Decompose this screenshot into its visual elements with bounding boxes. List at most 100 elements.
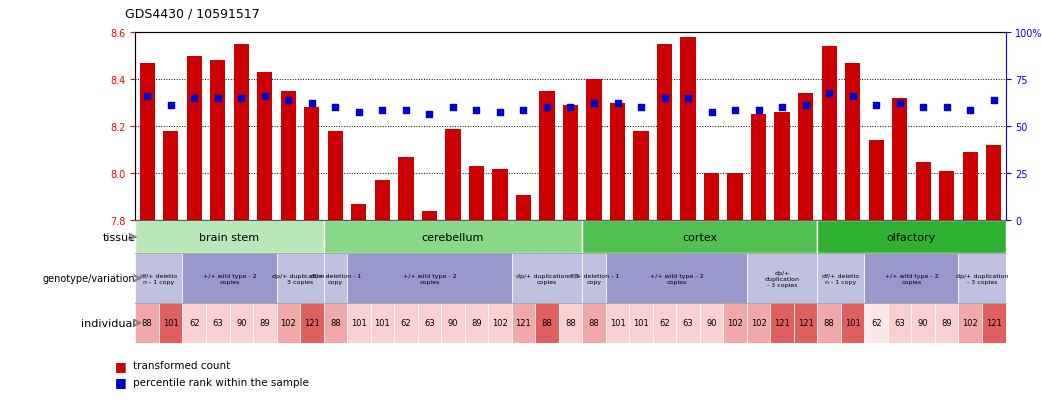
Bar — [418, 303, 441, 343]
Bar — [512, 254, 582, 303]
Bar — [276, 254, 324, 303]
Bar — [187, 57, 202, 221]
Bar — [959, 254, 1006, 303]
Bar — [798, 94, 814, 221]
Bar — [276, 303, 300, 343]
Bar — [257, 73, 272, 221]
Point — [139, 93, 155, 100]
Bar — [135, 254, 182, 303]
Point — [303, 100, 320, 107]
Point — [962, 107, 978, 114]
Text: 101: 101 — [845, 318, 861, 328]
Bar — [963, 153, 977, 221]
Bar — [747, 303, 770, 343]
Text: genotype/variation: genotype/variation — [43, 273, 135, 283]
Bar — [324, 221, 582, 254]
Bar — [347, 254, 512, 303]
Text: cortex: cortex — [683, 233, 717, 242]
Bar — [512, 303, 536, 343]
Bar — [375, 181, 390, 221]
Bar — [774, 113, 790, 221]
Text: 121: 121 — [516, 318, 531, 328]
Bar — [516, 195, 531, 221]
Bar — [398, 157, 414, 221]
Text: 88: 88 — [142, 318, 152, 328]
Bar — [582, 303, 605, 343]
Point — [750, 107, 767, 114]
Bar — [817, 303, 841, 343]
Text: 90: 90 — [237, 318, 247, 328]
Bar — [888, 303, 912, 343]
Text: +/+ wild type - 2
copies: +/+ wild type - 2 copies — [402, 273, 456, 284]
Bar — [164, 132, 178, 221]
Bar — [465, 303, 489, 343]
Point — [821, 91, 838, 97]
Point — [562, 105, 578, 112]
Text: 88: 88 — [542, 318, 552, 328]
Bar — [959, 303, 982, 343]
Text: 88: 88 — [824, 318, 835, 328]
Point — [280, 98, 297, 104]
Bar — [704, 174, 719, 221]
Point — [891, 100, 908, 107]
Bar — [869, 141, 884, 221]
Bar — [327, 132, 343, 221]
Bar — [939, 171, 954, 221]
Text: df/+ deletion - 1
copy: df/+ deletion - 1 copy — [568, 273, 620, 284]
Text: individual: individual — [81, 318, 135, 328]
Bar — [680, 38, 696, 221]
Point — [844, 93, 861, 100]
Text: 101: 101 — [634, 318, 649, 328]
Text: transformed count: transformed count — [133, 361, 230, 370]
Bar — [652, 303, 676, 343]
Bar — [865, 254, 959, 303]
Bar — [324, 254, 347, 303]
Text: +/+ wild type - 2
copies: +/+ wild type - 2 copies — [885, 273, 938, 284]
Point — [492, 109, 508, 116]
Text: 88: 88 — [589, 318, 599, 328]
Text: 102: 102 — [492, 318, 507, 328]
Text: 121: 121 — [774, 318, 790, 328]
Bar — [700, 303, 723, 343]
Point — [468, 107, 485, 114]
Text: df/+ deletion - 1
copy: df/+ deletion - 1 copy — [309, 273, 361, 284]
Text: 121: 121 — [798, 318, 814, 328]
Point — [726, 107, 743, 114]
Bar — [605, 303, 629, 343]
Text: 63: 63 — [894, 318, 905, 328]
Point — [632, 105, 649, 112]
Point — [398, 107, 415, 114]
Bar — [253, 303, 276, 343]
Bar — [347, 303, 371, 343]
Bar — [159, 303, 182, 343]
Point — [350, 109, 367, 116]
Bar — [605, 254, 747, 303]
Point — [233, 95, 250, 102]
Text: +/+ wild type - 2
copies: +/+ wild type - 2 copies — [649, 273, 703, 284]
Bar — [629, 303, 652, 343]
Text: 102: 102 — [963, 318, 978, 328]
Point — [586, 100, 602, 107]
Text: brain stem: brain stem — [199, 233, 259, 242]
Bar — [304, 108, 320, 221]
Text: +/+ wild type - 2
copies: +/+ wild type - 2 copies — [203, 273, 256, 284]
Bar — [634, 132, 649, 221]
Text: olfactory: olfactory — [887, 233, 936, 242]
Text: 63: 63 — [213, 318, 223, 328]
Bar — [445, 129, 461, 221]
Bar — [845, 64, 861, 221]
Text: 102: 102 — [280, 318, 296, 328]
Bar — [559, 303, 582, 343]
Text: 90: 90 — [918, 318, 928, 328]
Point — [703, 109, 720, 116]
Text: 102: 102 — [750, 318, 767, 328]
Bar — [140, 64, 155, 221]
Bar — [841, 303, 865, 343]
Bar — [582, 221, 817, 254]
Bar — [610, 104, 625, 221]
Bar — [489, 303, 512, 343]
Bar — [982, 303, 1006, 343]
Bar — [751, 115, 766, 221]
Text: percentile rank within the sample: percentile rank within the sample — [133, 377, 309, 387]
Text: dp/+ duplication - 3
copies: dp/+ duplication - 3 copies — [516, 273, 578, 284]
